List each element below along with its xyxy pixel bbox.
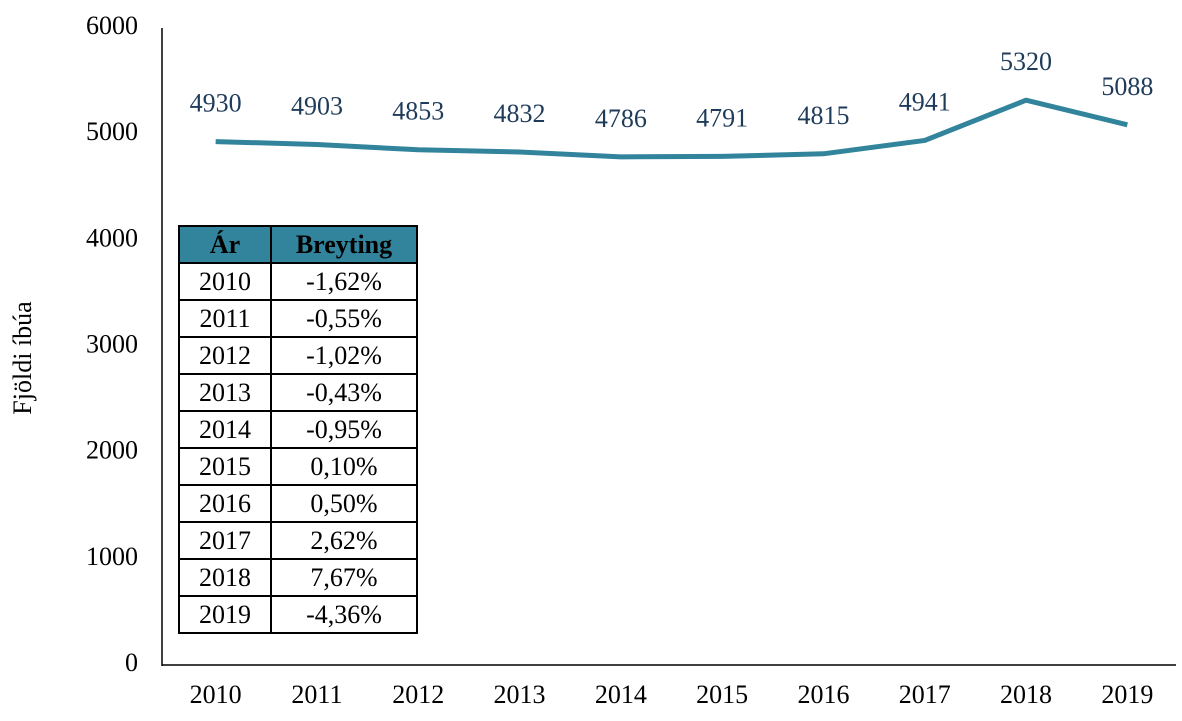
data-label: 4791 [696, 103, 748, 132]
table-row: 2013 -0,43% [178, 373, 418, 412]
x-tick-label: 2014 [595, 680, 647, 709]
table-cell: 2019 [178, 595, 272, 634]
y-tick-label: 3000 [86, 329, 138, 358]
y-tick-label: 0 [125, 648, 138, 677]
table-row: 2017 2,62% [178, 521, 418, 560]
y-axis-label: Fjöldi íbúa [8, 301, 37, 415]
table-cell: 0,50% [270, 484, 418, 523]
y-tick-label: 4000 [86, 223, 138, 252]
table-cell: -4,36% [270, 595, 418, 634]
data-label: 4786 [595, 104, 647, 133]
change-table: Ár Breyting 2010 -1,62% 2011 -0,55% 2012 -1,0… [178, 225, 418, 634]
data-label: 4853 [392, 97, 444, 126]
table-row: 2018 7,67% [178, 558, 418, 597]
data-label: 5088 [1101, 72, 1153, 101]
table-cell: 7,67% [270, 558, 418, 597]
table-cell: 2011 [178, 299, 272, 338]
table-cell: -0,43% [270, 373, 418, 412]
table-cell: 2018 [178, 558, 272, 597]
table-header: Ár Breyting [178, 225, 418, 264]
header-cell: Breyting [270, 225, 418, 264]
data-label: 4941 [899, 87, 951, 116]
data-label: 4903 [291, 91, 343, 120]
table-cell: 2013 [178, 373, 272, 412]
table-row: 2016 0,50% [178, 484, 418, 523]
y-tick-label: 6000 [86, 11, 138, 40]
table-cell: -1,02% [270, 336, 418, 375]
data-label: 4930 [190, 89, 242, 118]
data-label: 4815 [797, 101, 849, 130]
x-tick-label: 2016 [797, 680, 849, 709]
table-cell: -0,55% [270, 299, 418, 338]
x-tick-label: 2010 [190, 680, 242, 709]
line [215, 97, 1128, 160]
table-cell: 2,62% [270, 521, 418, 560]
x-tick-label: 2018 [1000, 680, 1052, 709]
table-row: 2010 -1,62% [178, 262, 418, 301]
y-tick-label: 2000 [86, 436, 138, 465]
data-label: 4832 [494, 99, 546, 128]
table-cell: 2014 [178, 410, 272, 449]
table-cell: 2015 [178, 447, 272, 486]
table-row: 2014 -0,95% [178, 410, 418, 449]
table-row: 2012 -1,02% [178, 336, 418, 375]
x-tick-label: 2011 [291, 680, 342, 709]
table-row: 2015 0,10% [178, 447, 418, 486]
data-label: 5320 [1000, 47, 1052, 76]
table-cell: 2017 [178, 521, 272, 560]
table-cell: -0,95% [270, 410, 418, 449]
x-tick-label: 2012 [392, 680, 444, 709]
table-row: 2011 -0,55% [178, 299, 418, 338]
table-cell: 0,10% [270, 447, 418, 486]
table-cell: 2012 [178, 336, 272, 375]
y-tick-label: 5000 [86, 117, 138, 146]
y-tick-label: 1000 [86, 542, 138, 571]
table-row: 2019 -4,36% [178, 595, 418, 634]
table-body: 2010 -1,62% 2011 -0,55% 2012 -1,02% 2013 -0,43%… [178, 262, 418, 634]
x-tick-label: 2017 [899, 680, 951, 709]
x-tick-label: 2015 [696, 680, 748, 709]
header-cell: Ár [178, 225, 272, 264]
table-cell: 2016 [178, 484, 272, 523]
table-cell: -1,62% [270, 262, 418, 301]
x-tick-label: 2019 [1101, 680, 1153, 709]
x-tick-label: 2013 [494, 680, 546, 709]
table-cell: 2010 [178, 262, 272, 301]
